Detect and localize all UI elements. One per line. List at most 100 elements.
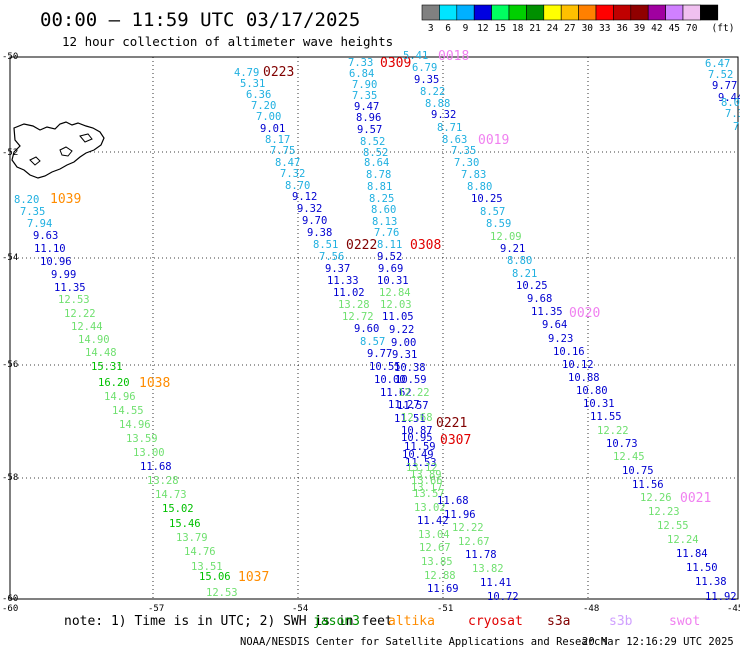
wave-height-value: 9.63 — [33, 230, 58, 242]
legend-swatch — [473, 4, 492, 21]
wave-height-value: 11.42 — [417, 515, 449, 527]
wave-height-value: 6.79 — [412, 62, 437, 74]
wave-height-value: 8.25 — [369, 193, 394, 205]
wave-height-value: 12.22 — [597, 425, 629, 437]
legend-swatch — [647, 4, 666, 21]
wave-height-value: 7.00 — [256, 111, 281, 123]
wave-height-value: 5.41 — [403, 50, 428, 62]
wave-height-value: 9.37 — [325, 263, 350, 275]
satellite-name: s3a — [547, 614, 570, 629]
footer-timestamp: 20 Mar 12:16:29 UTC 2025 — [582, 636, 734, 648]
wave-height-value: 9.69 — [378, 263, 403, 275]
legend-swatch — [665, 4, 684, 21]
wave-height-value: 10.95 — [401, 432, 433, 444]
wave-height-value: 14.90 — [78, 334, 110, 346]
wave-height-value: 15.06 — [199, 571, 231, 583]
wave-height-value: 7.83 — [461, 169, 486, 181]
wave-height-value: 10.72 — [487, 591, 519, 603]
legend-swatch — [491, 4, 510, 21]
wave-height-value: 8.13 — [372, 216, 397, 228]
wave-height-value: 8.80 — [507, 255, 532, 267]
wave-height-value: 9.31 — [392, 349, 417, 361]
latitude-label: -56 — [2, 360, 18, 370]
falkland-islands-land — [11, 121, 105, 179]
wave-height-value: 15.31 — [91, 361, 123, 373]
legend-swatch — [630, 4, 649, 21]
wave-height-value: 13.00 — [133, 447, 165, 459]
wave-height-value: 10.31 — [583, 398, 615, 410]
satellite-name: cryosat — [468, 614, 523, 629]
wave-height-value: 13.28 — [147, 475, 179, 487]
wave-height-value: 12.22 — [398, 387, 430, 399]
wave-height-value: 11.92 — [705, 591, 737, 603]
map-border — [9, 56, 739, 600]
wave-height-value: 7.35 — [725, 108, 740, 120]
satellite-legend: jason3 altika cryosat s3a s3b swot — [313, 614, 700, 629]
track-time-label: 0021 — [680, 491, 711, 506]
wave-height-value: 9.44 — [718, 92, 740, 104]
wave-height-value: 12.22 — [64, 308, 96, 320]
longitude-label: -57 — [148, 604, 164, 614]
wave-height-value: 11.78 — [465, 549, 497, 561]
legend-label: 21 — [529, 23, 541, 34]
wave-height-value: 6.47 — [705, 58, 730, 70]
legend-unit: (ft) — [712, 23, 735, 34]
wave-height-value: 14.76 — [184, 546, 216, 558]
wave-height-value: 10.25 — [471, 193, 503, 205]
wave-height-value: 6.36 — [246, 89, 271, 101]
wave-height-value: 10.38 — [394, 362, 426, 374]
legend-swatch — [578, 4, 597, 21]
wave-height-value: 8.63 — [442, 134, 467, 146]
wave-height-value: 7.75 — [270, 145, 295, 157]
longitude-label: -45 — [727, 604, 740, 614]
wave-height-value: 7.52 — [708, 69, 733, 81]
latitude-label: -54 — [2, 253, 18, 263]
wave-height-value: 8.57 — [480, 206, 505, 218]
legend-swatch — [700, 4, 719, 21]
latitude-label: -60 — [2, 594, 18, 604]
wave-height-value: 12.67 — [458, 536, 490, 548]
wave-height-value: 13.85 — [421, 556, 453, 568]
satellite-name: swot — [669, 614, 700, 629]
wave-height-value: 10.73 — [606, 438, 638, 450]
legend-swatch — [560, 4, 579, 21]
wave-height-value: 8.60 — [371, 204, 396, 216]
wave-height-value: 12.22 — [452, 522, 484, 534]
track-time-label: 1038 — [139, 376, 170, 391]
wave-height-value: 9.60 — [354, 323, 379, 335]
wave-height-value: 14.96 — [119, 419, 151, 431]
island-inlet — [29, 156, 41, 166]
track-time-label: 0019 — [478, 133, 509, 148]
wave-height-value: 8.81 — [367, 181, 392, 193]
map-subtitle: 12 hour collection of altimeter wave hei… — [62, 34, 393, 49]
wave-height-value: 7.35 — [20, 206, 45, 218]
wave-height-value: 12.88 — [424, 570, 456, 582]
wave-height-value: 12.45 — [613, 451, 645, 463]
wave-height-value: 13.57 — [413, 488, 445, 500]
wave-height-value: 11.53 — [405, 457, 437, 469]
legend-label: 6 — [445, 23, 451, 34]
track-time-label: 0221 — [436, 416, 467, 431]
wave-height-value: 9.32 — [297, 203, 322, 215]
wave-height-value: 11.33 — [327, 275, 359, 287]
wave-height-value: 8.59 — [486, 218, 511, 230]
wave-height-value: 7.35 — [451, 145, 476, 157]
track-time-label: 0308 — [410, 238, 441, 253]
map-frame: -50 -52 -54 -56 -58 -60 -60 -57 -54 -51 -48 -45 4.… — [2, 49, 740, 614]
wave-height-value: 11.41 — [480, 577, 512, 589]
wave-height-value: 7.42 — [733, 121, 740, 133]
wave-height-value: 13.66 — [411, 475, 443, 487]
wave-height-value: 8.52 — [363, 147, 388, 159]
track-time-label: 1039 — [50, 192, 81, 207]
wave-height-value: 10.25 — [516, 280, 548, 292]
legend-swatch — [682, 4, 701, 21]
wave-height-value: 7.76 — [374, 227, 399, 239]
wave-height-value: 9.99 — [51, 269, 76, 281]
wave-height-value: 8.88 — [425, 98, 450, 110]
wave-height-value: 10.59 — [395, 374, 427, 386]
wave-height-value: 5.31 — [240, 78, 265, 90]
legend-swatch — [456, 4, 475, 21]
wave-height-value: 9.38 — [307, 227, 332, 239]
lat-lon-grid — [10, 57, 738, 599]
wave-height-value: 12.68 — [401, 412, 433, 424]
